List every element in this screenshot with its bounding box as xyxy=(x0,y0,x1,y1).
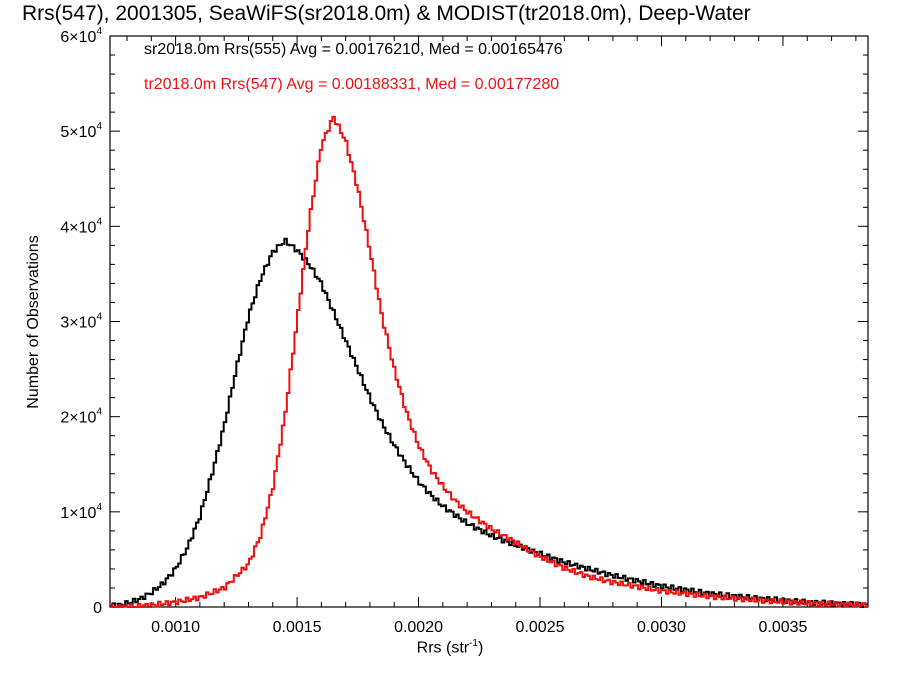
x-tick-label: 0.0030 xyxy=(637,619,686,636)
x-axis-label-sup: -1 xyxy=(469,638,478,649)
y-tick-label: 1×104 xyxy=(60,502,102,522)
y-tick-label: 3×104 xyxy=(60,312,102,332)
y-axis-label: Number of Observations xyxy=(25,235,42,409)
y-tick-label: 5×104 xyxy=(60,121,102,141)
x-tick-label: 0.0015 xyxy=(273,619,322,636)
legend-entry-sr2018: sr2018.0m Rrs(555) Avg = 0.00176210, Med… xyxy=(144,41,563,58)
x-axis-label-text: Rrs (str xyxy=(416,639,470,657)
x-tick-label: 0.0025 xyxy=(516,619,565,636)
x-axis-label: Rrs (str-1) xyxy=(0,638,900,657)
x-axis-label-end: ) xyxy=(478,639,484,657)
series-line-1 xyxy=(110,115,868,608)
plot-frame xyxy=(109,35,869,608)
y-tick-label: 0 xyxy=(93,600,102,617)
y-tick-label: 6×104 xyxy=(60,26,102,46)
x-tick-label: 0.0035 xyxy=(758,619,807,636)
y-tick-label: 4×104 xyxy=(60,216,102,236)
y-tick-label: 2×104 xyxy=(60,407,102,427)
x-tick-label: 0.0010 xyxy=(151,619,200,636)
legend-entry-tr2018: tr2018.0m Rrs(547) Avg = 0.00188331, Med… xyxy=(144,76,560,93)
chart-title: Rrs(547), 2001305, SeaWiFS(sr2018.0m) & … xyxy=(22,2,751,25)
series-line-0 xyxy=(110,237,868,608)
x-tick-label: 0.0020 xyxy=(394,619,443,636)
